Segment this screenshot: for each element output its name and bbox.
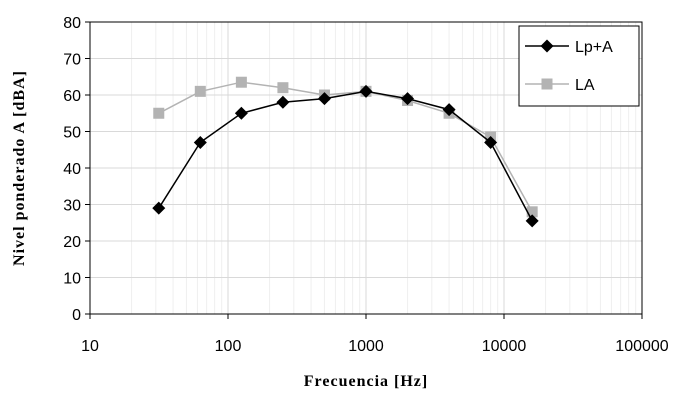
- data-point-la: [235, 76, 247, 88]
- y-tick-label: 10: [63, 271, 81, 288]
- data-point-la: [153, 107, 165, 119]
- data-point-lp-a: [525, 214, 539, 228]
- y-tick-label: 60: [63, 88, 81, 105]
- y-tick-label: 0: [72, 307, 81, 324]
- data-point-lp-a: [276, 95, 290, 109]
- y-tick-label: 50: [63, 125, 81, 142]
- data-point-lp-a: [484, 135, 498, 149]
- legend-label-la: LA: [575, 77, 595, 94]
- legend: Lp+A LA: [518, 25, 640, 107]
- data-point-la: [277, 82, 289, 94]
- data-point-lp-a: [193, 135, 207, 149]
- legend-label-lp-a: Lp+A: [575, 39, 613, 56]
- x-axis: 10 100 1000 10000 100000: [81, 314, 669, 355]
- y-tick-label: 70: [63, 52, 81, 69]
- x-tick-label: 1000: [348, 338, 384, 355]
- y-tick-label: 20: [63, 234, 81, 251]
- data-point-lp-a: [442, 103, 456, 117]
- series-la: [153, 76, 538, 218]
- y-tick-label: 40: [63, 161, 81, 178]
- data-point-la: [194, 85, 206, 97]
- y-tick-label: 30: [63, 198, 81, 215]
- data-point-lp-a: [401, 92, 415, 106]
- data-point-lp-a: [152, 201, 166, 215]
- y-tick-label: 80: [63, 15, 81, 32]
- legend-marker-la: [541, 78, 553, 90]
- y-axis: 0 10 20 30 40 50 60 70 80: [63, 15, 90, 324]
- x-axis-title: Frecuencia [Hz]: [304, 373, 428, 390]
- data-point-la: [526, 206, 538, 218]
- series-layer: [152, 76, 539, 228]
- data-point-lp-a: [317, 92, 331, 106]
- data-point-lp-a: [359, 84, 373, 98]
- x-tick-label: 10000: [482, 338, 527, 355]
- y-axis-title: Nivel ponderado A [dBA]: [11, 70, 28, 266]
- series-line-lp-a: [158, 90, 533, 222]
- x-tick-label: 100000: [615, 338, 668, 355]
- legend-marker-lp-a: [540, 39, 554, 53]
- series-lp-a: [152, 84, 539, 228]
- legend-box: [518, 25, 640, 107]
- x-tick-label: 10: [81, 338, 99, 355]
- data-point-lp-a: [234, 106, 248, 120]
- x-tick-label: 100: [215, 338, 242, 355]
